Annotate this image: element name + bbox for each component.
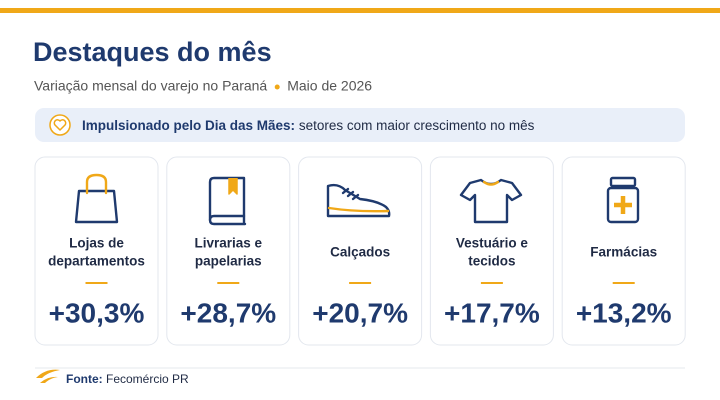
banner-bold: Impulsionado pelo Dia das Mães: bbox=[82, 118, 295, 133]
card-label: Calçados bbox=[330, 245, 390, 260]
card bbox=[34, 156, 159, 346]
card bbox=[166, 156, 291, 346]
logo bbox=[36, 369, 60, 383]
title: Destaques do mês bbox=[33, 37, 272, 67]
card-value: +13,2% bbox=[576, 297, 672, 328]
banner bbox=[35, 108, 685, 142]
card-label: departamentos bbox=[48, 254, 145, 269]
footer-label: Fonte: bbox=[66, 372, 103, 386]
card-label: tecidos bbox=[468, 254, 515, 269]
card-value: +28,7% bbox=[180, 297, 276, 328]
footer-source: Fecomércio PR bbox=[106, 372, 189, 386]
footer-text: Fonte: Fecomércio PR bbox=[66, 372, 189, 386]
date: Maio de 2026 bbox=[287, 78, 372, 94]
heart-icon bbox=[49, 114, 71, 136]
card-label: Farmácias bbox=[590, 245, 657, 260]
card-label: Livrarias e bbox=[195, 236, 263, 251]
card bbox=[429, 156, 554, 346]
subtitle: Variação mensal do varejo no Paraná bbox=[34, 78, 267, 94]
separator-dot bbox=[274, 84, 280, 90]
card bbox=[561, 156, 686, 346]
card-label: Vestuário e bbox=[456, 236, 529, 251]
shoe-icon bbox=[326, 183, 391, 218]
card-label: Lojas de bbox=[69, 236, 124, 251]
card bbox=[298, 156, 423, 346]
top-bar bbox=[0, 8, 720, 13]
banner-text: Impulsionado pelo Dia das Mães: setores … bbox=[82, 118, 535, 133]
card-value: +30,3% bbox=[49, 297, 145, 328]
book-icon bbox=[208, 176, 247, 226]
pharmacy-icon bbox=[606, 176, 640, 224]
shirt-icon bbox=[459, 178, 523, 224]
card-value: +20,7% bbox=[312, 297, 408, 328]
banner-rest: setores com maior crescimento no mês bbox=[299, 118, 535, 133]
card-value: +17,7% bbox=[444, 297, 540, 328]
card-label: papelarias bbox=[195, 254, 262, 269]
bag-icon bbox=[74, 173, 119, 224]
heart bbox=[53, 119, 67, 131]
cards: Lojas de departamentos +30,3% Livrarias e pa… bbox=[34, 156, 686, 346]
